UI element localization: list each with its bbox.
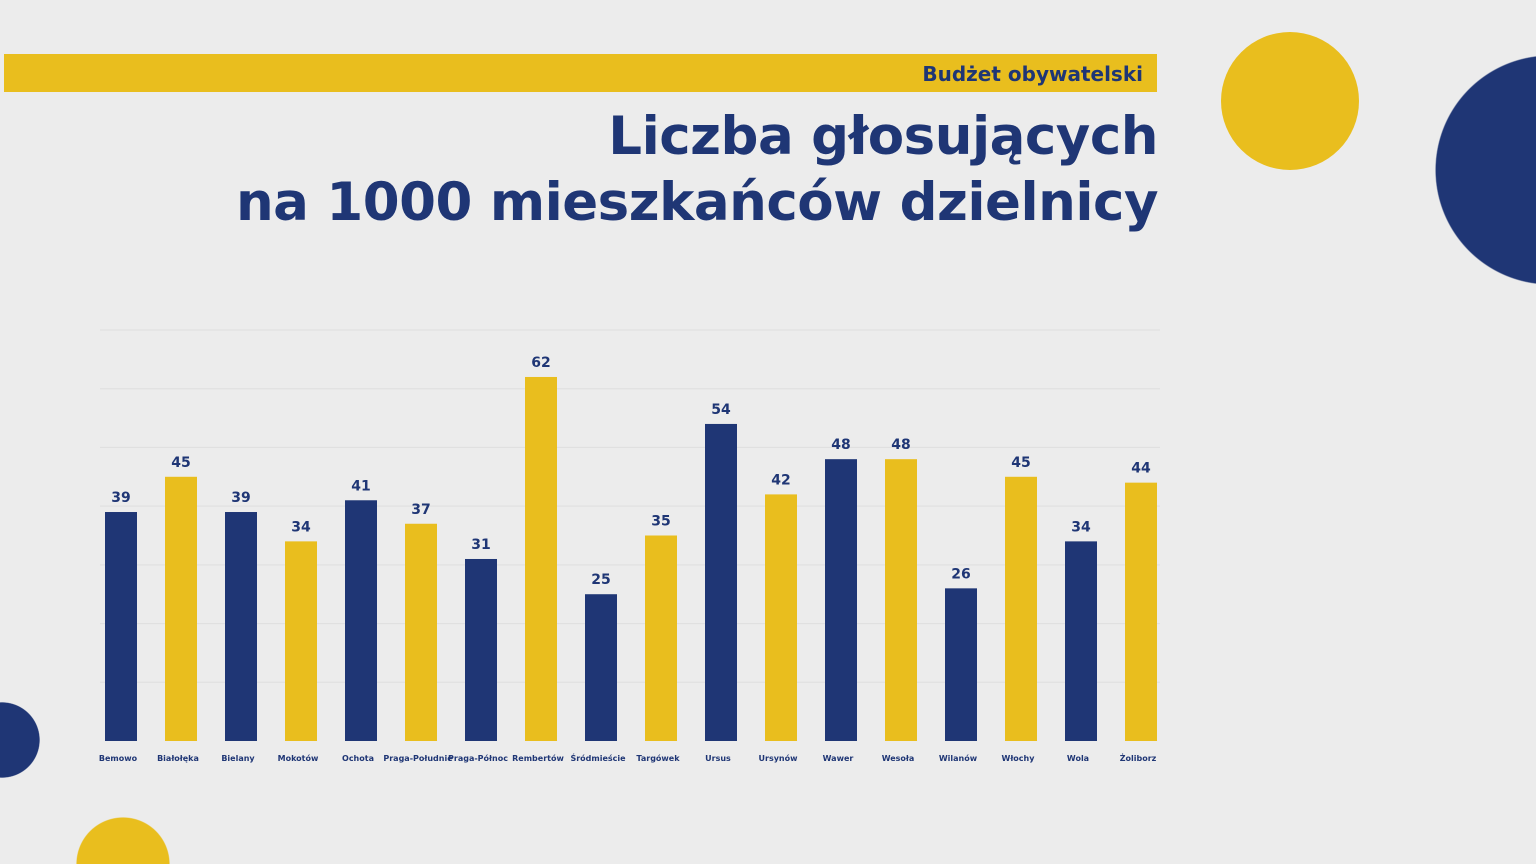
data-label: 48 <box>831 437 850 453</box>
x-tick-label: Praga-Północ <box>448 753 508 763</box>
data-label: 34 <box>1071 519 1091 535</box>
bar <box>225 512 257 741</box>
bar <box>525 376 557 741</box>
bar <box>1005 476 1037 741</box>
data-label: 35 <box>651 514 670 530</box>
page-title: Liczba głosujących na 1000 mieszkańców d… <box>235 104 1159 236</box>
data-label: 45 <box>171 455 190 471</box>
x-tick-label: Włochy <box>1002 754 1036 763</box>
data-label: 42 <box>771 472 790 488</box>
bar <box>465 558 497 741</box>
x-tick-label: Białołęka <box>157 754 199 763</box>
bar <box>645 535 677 741</box>
bar <box>345 500 377 741</box>
title-line-1: Liczba głosujących <box>608 106 1158 167</box>
data-label: 48 <box>891 437 910 453</box>
bar <box>705 423 737 741</box>
bar <box>1125 482 1157 741</box>
bar <box>585 594 617 741</box>
decor-circle-yellow <box>1221 32 1359 170</box>
data-label: 41 <box>351 478 370 494</box>
bar <box>765 494 797 741</box>
title-line-2: na 1000 mieszkańców dzielnicy <box>235 172 1159 233</box>
x-tick-label: Śródmieście <box>570 752 626 763</box>
x-tick-label: Rembertów <box>512 753 564 763</box>
header-tag: Budżet obywatelski <box>922 62 1143 86</box>
bar <box>885 459 917 741</box>
bar <box>285 541 317 741</box>
x-tick-label: Mokotów <box>278 753 319 763</box>
x-tick-label: Wawer <box>823 754 854 763</box>
data-label: 44 <box>1131 461 1151 477</box>
bar <box>945 588 977 741</box>
x-tick-label: Targówek <box>636 753 680 763</box>
x-tick-label: Wola <box>1067 754 1089 763</box>
x-tick-label: Bemowo <box>99 754 138 763</box>
x-tick-label: Praga-Południe <box>383 754 453 763</box>
bar <box>105 512 137 741</box>
data-label: 45 <box>1011 455 1030 471</box>
bar <box>405 523 437 741</box>
bar <box>1065 541 1097 741</box>
decor-circle-yellow-bottom <box>76 817 170 864</box>
decor-circle-navy-small <box>0 702 40 778</box>
x-tick-label: Ochota <box>342 754 374 763</box>
data-label: 39 <box>111 490 130 506</box>
bar <box>165 476 197 741</box>
data-label: 54 <box>711 402 731 418</box>
x-tick-label: Wesoła <box>882 754 915 763</box>
decor-circle-navy <box>1435 55 1536 285</box>
data-label: 34 <box>291 519 311 535</box>
data-label: 31 <box>471 537 490 553</box>
data-label: 39 <box>231 490 250 506</box>
data-label: 37 <box>411 502 430 518</box>
bar <box>825 459 857 741</box>
x-tick-label: Ursynów <box>759 753 799 763</box>
x-tick-label: Wilanów <box>939 753 978 763</box>
data-label: 62 <box>531 355 550 371</box>
data-label: 26 <box>951 566 970 582</box>
x-tick-label: Bielany <box>221 754 255 763</box>
data-label: 25 <box>591 572 610 588</box>
x-tick-label: Ursus <box>705 754 731 763</box>
header-band: Budżet obywatelski <box>4 54 1157 92</box>
x-tick-label: Żoliborz <box>1120 753 1157 763</box>
